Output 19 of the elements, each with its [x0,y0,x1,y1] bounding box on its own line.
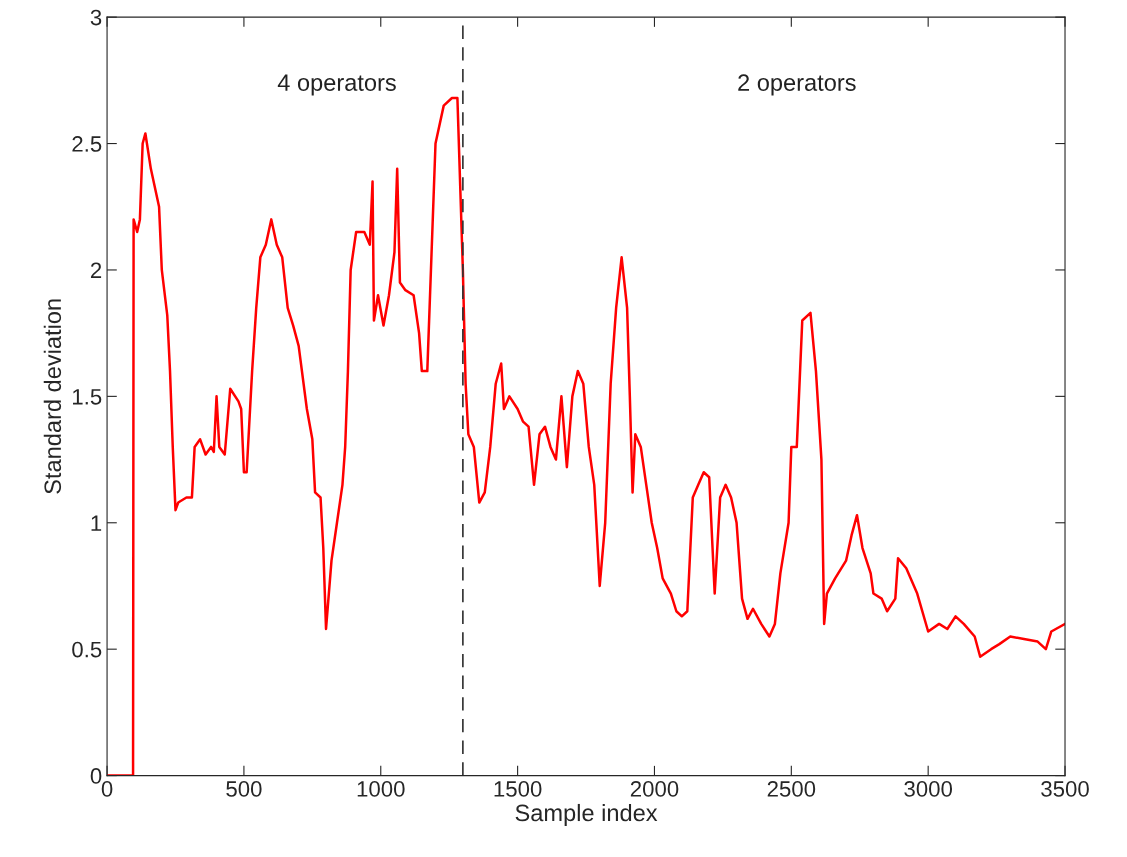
x-axis-title: Sample index [515,803,658,826]
x-tick-label: 3500 [1041,781,1089,797]
y-axis-title: Standard deviation [43,299,62,494]
y-tick-label: 0 [90,768,102,784]
y-tick-label: 1 [91,515,102,531]
y-tick-label: 1.5 [73,389,102,405]
x-tick-label: 500 [226,781,262,797]
y-tick-label: 2.5 [72,136,102,152]
x-tick-label: 1000 [357,781,405,797]
y-tick-label: 0.5 [72,641,102,658]
annotation: 2 operators [738,74,856,96]
x-tick-label: 3000 [904,781,953,797]
x-tick-label: 1500 [494,781,542,797]
x-tick-label: 0 [101,781,113,797]
y-tick-label: 3 [90,9,102,26]
x-tick-label: 2000 [630,781,679,797]
annotation: 4 operators [277,74,396,96]
x-tick-label: 2500 [767,781,816,797]
y-tick-label: 2 [90,262,102,279]
